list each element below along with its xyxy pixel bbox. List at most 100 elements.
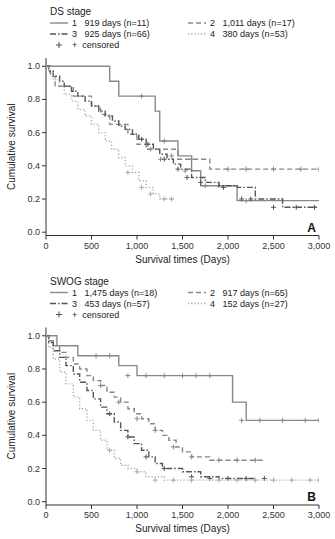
censor-mark xyxy=(171,444,176,449)
censor-mark xyxy=(139,94,144,99)
plot-area xyxy=(46,66,319,210)
censor-mark xyxy=(180,373,185,378)
censor-mark xyxy=(194,373,199,378)
y-axis-line xyxy=(46,58,47,236)
x-tick xyxy=(319,236,320,240)
x-tick-label: 500 xyxy=(84,241,99,251)
survival-curve xyxy=(46,336,255,479)
x-tick xyxy=(46,236,47,240)
censor-mark xyxy=(125,434,130,439)
censor-mark xyxy=(153,478,158,483)
y-tick xyxy=(42,501,46,502)
x-tick-label: 1,500 xyxy=(171,510,194,520)
censor-mark xyxy=(125,373,130,378)
censor-mark xyxy=(253,458,258,463)
y-axis-label: Cumulative survival xyxy=(6,103,17,190)
legend-handle xyxy=(188,292,206,293)
y-tick-label: 0.2 xyxy=(27,464,40,474)
censor-mark xyxy=(312,205,317,210)
x-tick-label: 1,000 xyxy=(126,510,149,520)
survival-curve xyxy=(46,336,319,421)
legend-handle xyxy=(50,303,68,304)
legend-label: 2 917 days (n=65) xyxy=(210,288,288,298)
censor-mark xyxy=(162,466,167,471)
censor-mark xyxy=(226,476,231,481)
censor-mark xyxy=(189,478,194,483)
censor-mark xyxy=(235,478,240,483)
legend-label: + censored xyxy=(72,310,119,320)
survival-curve xyxy=(46,66,173,199)
legend-handle xyxy=(56,312,62,318)
panel: 05001,0001,5002,0002,5003,0000.00.20.40.… xyxy=(6,6,331,265)
legend-label: 2 1,011 days (n=17) xyxy=(210,18,295,28)
survival-curve xyxy=(46,336,319,480)
censor-mark xyxy=(135,469,140,474)
panel-label: B xyxy=(307,490,316,504)
legend-label: 1 919 days (n=11) xyxy=(72,18,149,28)
legend-handle xyxy=(56,42,62,48)
censor-mark xyxy=(271,167,276,172)
censor-mark xyxy=(226,167,231,172)
censor-mark xyxy=(169,153,174,158)
censor-mark xyxy=(139,185,144,190)
x-tick xyxy=(228,236,229,240)
y-tick xyxy=(42,402,46,403)
y-tick-label: 0.6 xyxy=(27,397,40,407)
legend-handle xyxy=(50,33,68,34)
survival-curve xyxy=(46,66,319,169)
censor-mark xyxy=(317,478,320,483)
y-tick-label: 0.0 xyxy=(27,227,40,237)
legend-handle xyxy=(50,292,68,293)
x-tick xyxy=(91,236,92,240)
censor-mark xyxy=(107,448,112,453)
censor-mark xyxy=(125,170,130,175)
y-tick xyxy=(42,66,46,67)
censor-mark xyxy=(294,205,299,210)
y-tick xyxy=(42,99,46,100)
censor-mark xyxy=(235,458,240,463)
plot-area xyxy=(46,336,319,483)
legend-label: 3 453 days (n=57) xyxy=(72,299,150,309)
censor-mark xyxy=(171,478,176,483)
censor-mark xyxy=(189,157,194,162)
censor-mark xyxy=(307,478,312,483)
censor-mark xyxy=(107,353,112,358)
censor-mark xyxy=(203,183,208,188)
censor-mark xyxy=(148,147,153,152)
censor-mark xyxy=(239,418,244,423)
panel-label: A xyxy=(307,221,316,235)
y-tick xyxy=(42,165,46,166)
censor-mark xyxy=(135,416,140,421)
y-tick xyxy=(42,335,46,336)
survival-curve xyxy=(46,66,319,200)
x-tick xyxy=(273,505,274,509)
censor-mark xyxy=(144,454,149,459)
x-tick-label: 2,000 xyxy=(217,510,240,520)
legend-label: 1 1,475 days (n=18) xyxy=(72,288,157,298)
x-tick-label: 3,000 xyxy=(308,510,331,520)
y-tick-label: 0.6 xyxy=(27,128,40,138)
x-tick-label: 0 xyxy=(43,241,48,251)
censor-mark xyxy=(221,185,226,190)
censor-mark xyxy=(317,167,320,172)
censor-mark xyxy=(257,418,262,423)
x-tick xyxy=(91,505,92,509)
y-tick xyxy=(42,368,46,369)
y-tick-label: 0.4 xyxy=(27,161,40,171)
censor-mark xyxy=(148,192,153,197)
censor-mark xyxy=(94,353,99,358)
censor-mark xyxy=(162,373,167,378)
x-tick xyxy=(273,236,274,240)
legend-label: 4 152 days (n=27) xyxy=(210,299,288,309)
x-tick-label: 0 xyxy=(43,510,48,520)
y-tick-label: 0.0 xyxy=(27,497,40,507)
legend-handle xyxy=(50,22,68,23)
x-axis-label: Survival times (Days) xyxy=(135,523,229,534)
x-tick-label: 2,500 xyxy=(262,241,285,251)
x-tick xyxy=(46,505,47,509)
y-tick xyxy=(42,468,46,469)
censor-mark xyxy=(303,418,308,423)
censor-mark xyxy=(162,197,167,202)
censor-mark xyxy=(271,478,276,483)
censor-mark xyxy=(189,454,194,459)
